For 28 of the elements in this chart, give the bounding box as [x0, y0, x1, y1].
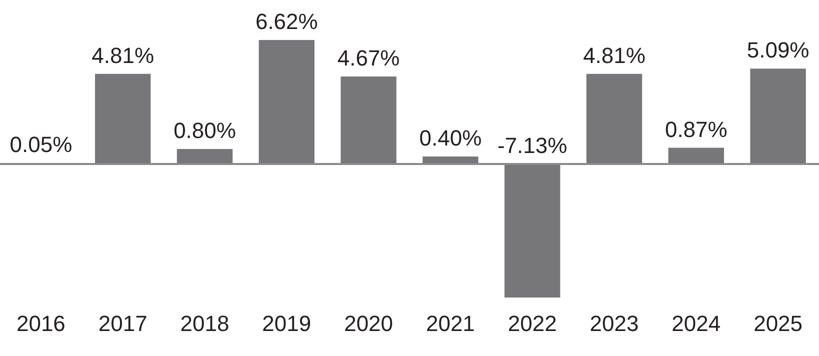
x-tick-label: 2023	[590, 310, 639, 336]
data-label: 5.09%	[746, 38, 810, 63]
x-tick-label: 2017	[98, 310, 148, 336]
x-tick-label: 2020	[344, 310, 394, 336]
data-label: 0.05%	[10, 132, 72, 158]
bar	[668, 148, 724, 164]
bar	[750, 68, 806, 164]
x-tick-label: 2016	[16, 310, 66, 336]
x-tick-label: 2024	[672, 310, 721, 336]
data-label: 4.67%	[337, 46, 400, 71]
x-tick-label: 2018	[180, 310, 230, 336]
bar	[258, 40, 314, 164]
bar	[340, 76, 396, 164]
x-tick-label: 2022	[508, 310, 557, 336]
data-label: 0.40%	[419, 126, 482, 151]
x-tick-label: 2019	[262, 310, 312, 336]
bar	[95, 74, 151, 164]
data-label: -7.13%	[497, 133, 568, 158]
data-label: 4.81%	[92, 42, 154, 68]
x-tick-label: 2021	[426, 310, 475, 336]
x-tick-label: 2025	[754, 310, 803, 336]
bar	[586, 74, 642, 164]
data-label: 0.80%	[174, 118, 236, 144]
data-label: 6.62%	[255, 9, 318, 34]
data-label: 0.87%	[664, 116, 728, 142]
data-label: 4.81%	[583, 42, 646, 68]
bar	[176, 149, 233, 164]
bar	[504, 164, 560, 298]
